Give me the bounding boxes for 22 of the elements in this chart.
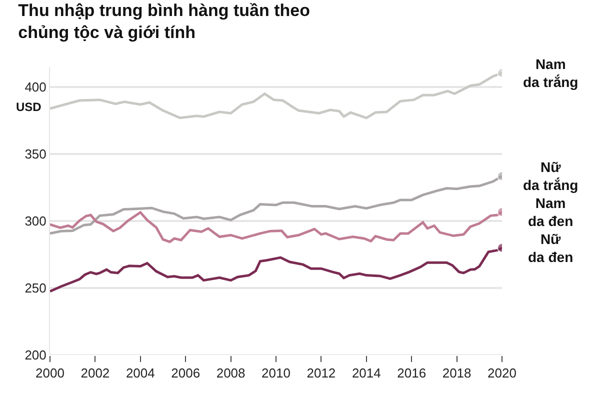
series-label: Nam da trắng xyxy=(523,56,578,90)
x-tick-label: 2008 xyxy=(216,366,246,381)
x-tick-label: 2014 xyxy=(352,366,381,381)
y-tick-label: 200 xyxy=(24,348,46,363)
x-tick-label: 2000 xyxy=(36,366,64,381)
y-tick-label: 400 xyxy=(24,80,46,95)
chart-title: Thu nhập trung bình hàng tuần theo chủng tộc và giới tính xyxy=(18,0,310,42)
x-tick-label: 2006 xyxy=(171,366,200,381)
x-tick-label: 2016 xyxy=(397,366,426,381)
series-label: Nữ da trắng xyxy=(523,159,578,194)
y-tick-label: 300 xyxy=(24,214,46,229)
x-tick-label: 2004 xyxy=(126,366,155,381)
y-axis-title: USD xyxy=(16,100,42,114)
series-label: Nữ da đen xyxy=(528,231,574,266)
series-label: Nam da đen xyxy=(528,195,574,230)
x-tick-label: 2010 xyxy=(262,366,290,381)
y-tick-label: 250 xyxy=(24,280,46,296)
x-tick-label: 2018 xyxy=(442,366,472,381)
x-tick-label: 2002 xyxy=(80,366,110,381)
x-tick-label: 2020 xyxy=(488,366,516,381)
x-tick-label: 2012 xyxy=(306,366,336,381)
y-tick-label: 350 xyxy=(24,146,46,162)
